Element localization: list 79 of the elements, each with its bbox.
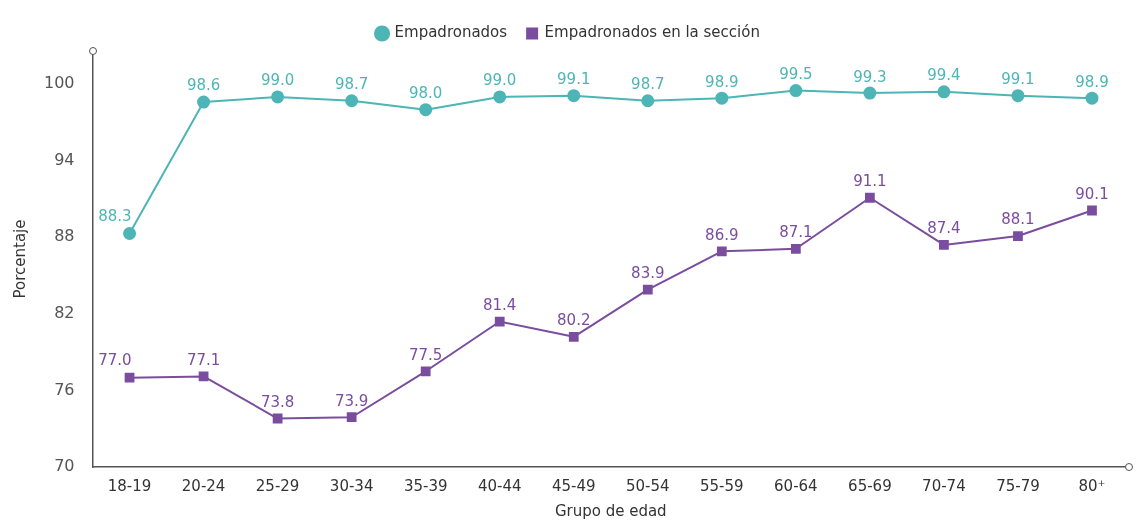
point	[789, 84, 803, 98]
y-tick-label: 76	[54, 379, 75, 399]
data-label: 98.9	[705, 72, 739, 91]
point	[419, 103, 433, 117]
x-tick-label: 60-64	[774, 476, 818, 495]
x-tick-label: 35-39	[403, 476, 448, 495]
data-label: 98.7	[631, 75, 665, 94]
point	[197, 95, 211, 109]
x-tick-label: 20-24	[181, 476, 226, 495]
x-tick-label: 80⁺	[1078, 476, 1106, 495]
data-label: 99.4	[927, 66, 961, 85]
y-axis-title: Porcentaje	[10, 219, 29, 299]
point	[420, 366, 431, 377]
y-tick-label: 100	[43, 73, 75, 93]
data-label: 98.9	[1075, 72, 1109, 91]
data-label: 91.1	[853, 172, 887, 191]
data-label: 80.2	[557, 311, 591, 330]
point	[494, 316, 505, 327]
point	[272, 413, 283, 424]
x-tick-label: 18-19	[107, 476, 152, 495]
point	[123, 226, 137, 240]
x-axis-title: Grupo de edad	[554, 501, 667, 520]
point	[1087, 205, 1097, 216]
point	[568, 331, 579, 342]
point	[865, 192, 875, 203]
data-label: 90.1	[1075, 184, 1109, 203]
data-label: 73.8	[260, 392, 295, 411]
data-label: 83.9	[631, 264, 665, 283]
data-label: 77.1	[186, 350, 221, 369]
x-tick-label: 30-34	[329, 476, 374, 495]
x-tick-label: 25-29	[255, 476, 300, 495]
x-tick-label: 50-54	[625, 476, 670, 495]
point	[716, 246, 727, 257]
data-label: 77.5	[408, 345, 443, 364]
point	[937, 85, 951, 99]
point	[124, 372, 135, 383]
data-label: 81.4	[483, 295, 517, 314]
data-label: 77.0	[98, 351, 132, 370]
y-tick-label: 82	[54, 303, 75, 323]
data-label: 87.1	[779, 223, 813, 242]
point	[346, 412, 357, 423]
point	[493, 90, 507, 104]
data-label: 98.6	[186, 76, 221, 95]
data-label: 98.0	[408, 84, 443, 103]
data-label: 87.4	[927, 219, 961, 238]
data-label: 98.7	[334, 75, 369, 94]
data-label: 88.3	[98, 206, 132, 225]
x-tick-label: 75-79	[996, 476, 1040, 495]
legend-label: Empadronados en la sección	[544, 23, 760, 42]
legend-label: Empadronados	[394, 23, 508, 42]
point	[642, 284, 653, 295]
data-label: 86.9	[705, 225, 739, 244]
x-tick-label: 70-74	[922, 476, 966, 495]
point	[1085, 91, 1099, 105]
data-label: 99.0	[260, 71, 295, 90]
x-tick-label: 45-49	[551, 476, 596, 495]
data-label: 99.1	[557, 70, 591, 89]
y-tick-label: 94	[54, 149, 75, 169]
data-label: 73.9	[334, 391, 369, 410]
point	[790, 243, 801, 254]
x-tick-label: 40-44	[477, 476, 522, 495]
data-label: 99.5	[779, 64, 813, 83]
data-label: 99.1	[1001, 70, 1035, 89]
point	[939, 240, 949, 250]
x-tick-label: 65-69	[848, 476, 892, 495]
point	[567, 89, 581, 103]
point	[271, 90, 285, 104]
data-label: 88.1	[1001, 210, 1035, 229]
data-label: 99.0	[483, 71, 517, 90]
y-tick-label: 70	[54, 456, 75, 476]
y-tick-label: 88	[54, 226, 75, 246]
point	[863, 86, 877, 100]
x-tick-label: 55-59	[700, 476, 744, 495]
data-label: 99.3	[853, 67, 887, 86]
point	[345, 94, 359, 108]
point	[715, 91, 729, 105]
point	[1011, 89, 1025, 103]
point	[641, 94, 655, 108]
point	[1013, 231, 1023, 241]
